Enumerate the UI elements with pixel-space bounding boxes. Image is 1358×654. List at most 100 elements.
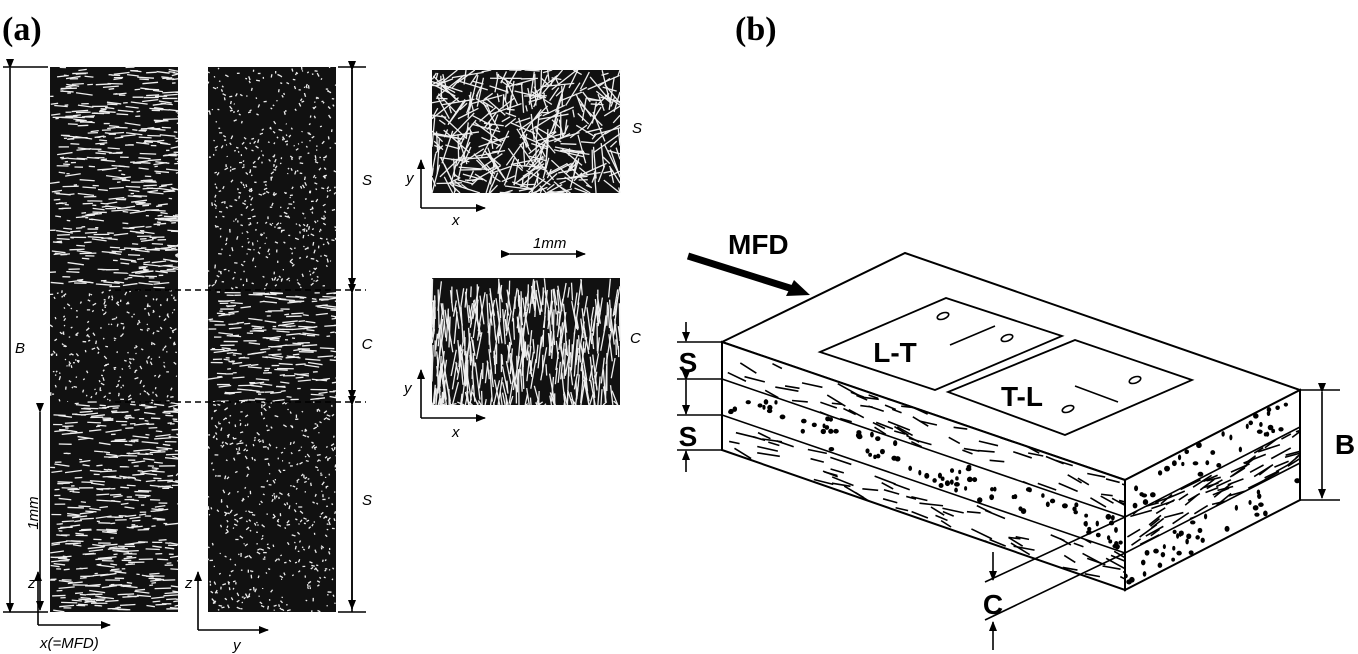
fibre: [491, 172, 499, 187]
fibre-end: [875, 436, 881, 442]
fibre: [243, 260, 246, 263]
fibre: [144, 406, 157, 409]
fibre: [547, 300, 553, 330]
fibre: [530, 285, 536, 310]
fibre: [233, 271, 236, 274]
fibre: [252, 327, 263, 330]
fibre: [70, 307, 73, 310]
fibre: [243, 542, 245, 545]
fibre: [303, 92, 307, 98]
fibre: [481, 126, 498, 158]
fibre: [319, 228, 322, 232]
fibre: [1274, 460, 1289, 468]
fibre: [157, 139, 165, 142]
fibre: [831, 482, 851, 488]
fibre: [515, 83, 523, 86]
fibre: [107, 468, 113, 471]
fibre: [606, 302, 609, 326]
fibre: [609, 149, 621, 178]
fibre: [250, 197, 254, 201]
fibre: [848, 408, 865, 419]
fibre: [53, 198, 61, 201]
fibre: [226, 604, 229, 607]
fibre: [1062, 566, 1078, 571]
fibre: [79, 511, 94, 515]
fibre: [89, 469, 102, 473]
fibre: [507, 108, 515, 111]
fibre: [153, 403, 165, 407]
fibre: [271, 222, 274, 225]
fibre: [327, 307, 337, 310]
fibre: [321, 140, 325, 145]
fibre: [173, 600, 179, 603]
fibre: [556, 289, 560, 314]
fibre: [1090, 497, 1107, 508]
fibre: [170, 146, 179, 149]
fibre: [301, 546, 304, 549]
fibre: [311, 73, 314, 75]
fibre: [291, 186, 294, 190]
fibre-end: [1283, 402, 1288, 407]
fibre: [250, 384, 263, 388]
fibre: [134, 160, 149, 164]
fibre: [328, 189, 332, 192]
fibre: [534, 289, 537, 318]
fibre: [306, 519, 310, 522]
fibre: [232, 527, 235, 529]
fibre: [316, 72, 320, 77]
fibre-end: [762, 404, 766, 410]
fibre: [301, 141, 303, 144]
fibre: [874, 475, 896, 485]
fibre: [140, 230, 155, 235]
fibre: [172, 328, 177, 332]
fibre: [239, 93, 243, 97]
fibre: [535, 112, 541, 141]
fibre-end: [953, 482, 960, 487]
fibre: [323, 254, 328, 257]
fibre: [107, 405, 120, 408]
fibre: [64, 469, 82, 474]
fibre: [176, 122, 179, 125]
fibre: [263, 401, 266, 404]
fibre: [256, 551, 261, 555]
fibre: [85, 370, 89, 374]
fibre: [53, 296, 56, 300]
fibre: [286, 396, 292, 398]
fibre: [108, 87, 115, 90]
fibre: [125, 209, 140, 212]
fibre: [156, 70, 170, 74]
fibre: [453, 311, 458, 344]
fibre: [271, 494, 274, 497]
fibre: [332, 567, 335, 570]
fibre: [222, 417, 227, 421]
fibre: [315, 466, 319, 469]
fibre: [280, 451, 284, 454]
fibre: [229, 109, 233, 112]
fibre: [248, 195, 251, 198]
fibre: [274, 158, 277, 163]
fibre: [64, 421, 78, 424]
fibre: [81, 412, 99, 416]
fibre: [440, 363, 447, 400]
fibre: [248, 76, 251, 81]
fibre: [174, 253, 179, 256]
fibre: [264, 295, 282, 300]
fibre: [1215, 479, 1232, 488]
fibre: [97, 150, 112, 154]
fibre: [125, 132, 143, 136]
fibre: [573, 162, 607, 179]
fibre: [611, 390, 619, 406]
fibre: [919, 502, 944, 507]
fibre: [547, 190, 564, 194]
fibre: [290, 127, 293, 130]
fibre: [128, 358, 132, 360]
fibre: [81, 214, 96, 217]
fibre: [556, 184, 571, 194]
panel-label: (a): [2, 11, 42, 48]
fibre: [489, 184, 498, 194]
fibre: [274, 284, 278, 287]
fibre: [1015, 535, 1030, 541]
fibre: [236, 442, 241, 445]
fibre: [608, 299, 612, 320]
fibre: [267, 446, 270, 450]
